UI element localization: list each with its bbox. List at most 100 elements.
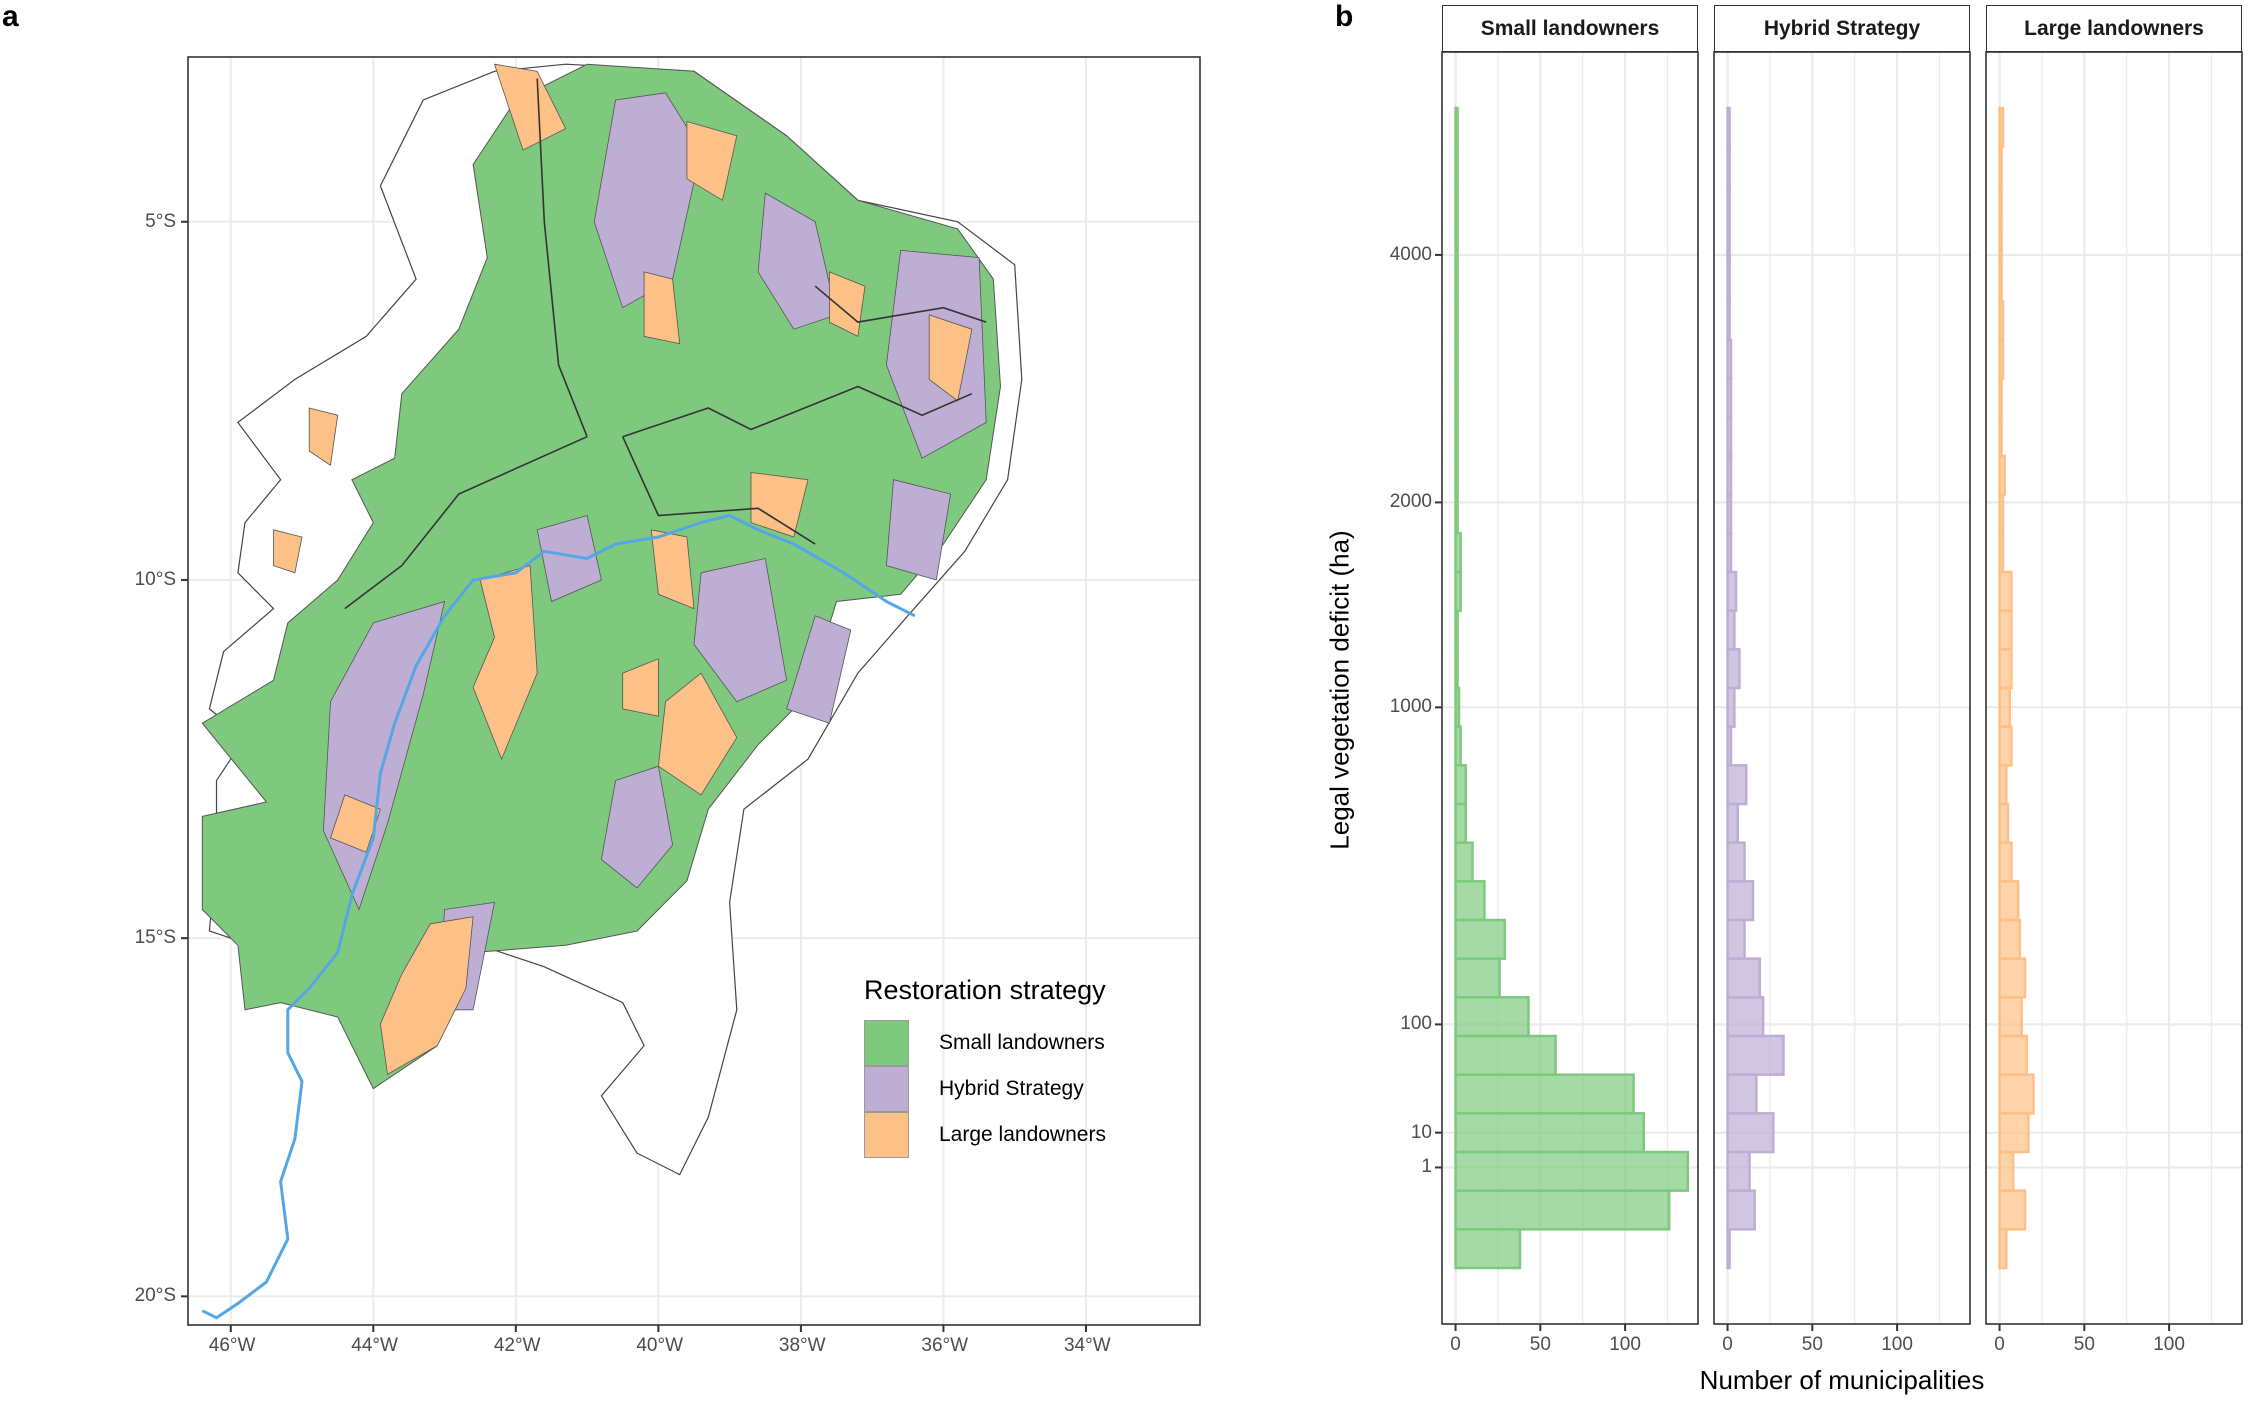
histogram-bar	[1454, 493, 1459, 535]
hybrid-strategy-area	[536, 514, 602, 603]
histogram-bar	[1726, 686, 1736, 728]
histogram-bar	[1454, 377, 1459, 419]
map-x-tick-label: 42°W	[493, 1335, 541, 1356]
hist-y-tick-label: 100	[1400, 1013, 1432, 1035]
facet-panel-hybrid	[1713, 51, 1971, 1331]
histogram-bar	[1998, 1189, 2027, 1231]
map-y-tick-label: 20°S	[134, 1285, 176, 1307]
legend-item-hybrid: Hybrid Strategy	[864, 1066, 1106, 1112]
legend-item-small: Small landowners	[864, 1020, 1106, 1066]
hist-y-tick-label: 2000	[1389, 491, 1432, 513]
legend-item-large: Large landowners	[864, 1112, 1106, 1158]
legend-swatch-small	[864, 1020, 909, 1066]
facet-panel-large	[1985, 51, 2243, 1331]
facet-strip-small: Small landowners	[1442, 5, 1698, 52]
hist-x-tick-label: 100	[1609, 1334, 1641, 1355]
hist-x-axis-title: Number of municipalities	[1699, 1365, 1985, 1395]
map-x-tick-label: 46°W	[208, 1335, 256, 1356]
map-x-tick-label: 34°W	[1063, 1335, 1111, 1356]
histogram-bar	[1454, 764, 1467, 806]
histogram-bar	[1998, 1150, 2015, 1192]
histogram-bar	[1454, 106, 1459, 148]
hist-y-tick-label: 1000	[1389, 696, 1432, 718]
histogram-bar	[1998, 764, 2008, 806]
histogram-bar	[1998, 493, 2005, 535]
histogram-bar	[1726, 222, 1731, 264]
facet-border	[1441, 51, 1699, 1325]
histogram-bar	[1998, 648, 2013, 690]
facet-strip-hybrid: Hybrid Strategy	[1714, 5, 1970, 52]
large-strategy-area	[622, 658, 659, 717]
histogram-bar	[1726, 338, 1733, 380]
histogram-bar	[1726, 880, 1755, 922]
histogram-bar	[1998, 880, 2020, 922]
histogram-bar	[1998, 802, 2010, 844]
histogram-bar	[1998, 338, 2005, 380]
map-x-tick-label: 36°W	[921, 1335, 969, 1356]
histogram-bar	[1998, 532, 2005, 574]
legend-label-large: Large landowners	[939, 1123, 1106, 1146]
histogram-bar	[1998, 1228, 2008, 1270]
facet-strip-large: Large landowners	[1986, 5, 2242, 52]
hist-x-tick-label: 100	[2153, 1334, 2185, 1355]
hist-x-tick-label: 100	[1881, 1334, 1913, 1355]
histogram-bar	[1454, 880, 1486, 922]
facet-border	[1985, 51, 2243, 1325]
large-strategy-area	[686, 120, 738, 201]
histogram-bar	[1998, 145, 2003, 187]
histogram-bar	[1998, 1112, 2030, 1154]
histogram-bar	[1726, 648, 1741, 690]
large-strategy-area	[643, 271, 681, 345]
legend-title: Restoration strategy	[864, 975, 1106, 1005]
histogram-bar	[1998, 725, 2013, 767]
histogram-bar	[1454, 1189, 1671, 1231]
hist-x-tick-label: 50	[1801, 1334, 1823, 1355]
hist-y-axis-title: Legal vegetation deficit (ha)	[1324, 530, 1355, 850]
large-strategy-area	[308, 407, 339, 466]
histogram-bar	[1726, 764, 1748, 806]
histogram-bar	[1998, 570, 2013, 612]
hist-x-tick-label: 50	[1529, 1334, 1551, 1355]
histogram-bar	[1454, 996, 1530, 1038]
histogram-bar	[1998, 609, 2013, 651]
hybrid-strategy-area	[693, 558, 788, 703]
histogram-bar	[1726, 1150, 1751, 1192]
map-legend: Restoration strategy Small landowners Hy…	[864, 975, 1106, 1158]
hist-x-tick-label: 0	[1450, 1334, 1461, 1355]
legend-swatch-large	[864, 1112, 909, 1158]
map-y-tick-label: 15°S	[134, 927, 176, 949]
hist-x-tick-label: 50	[2073, 1334, 2095, 1355]
large-strategy-area	[928, 314, 973, 402]
histogram-bar	[1454, 686, 1461, 728]
histogram-bar	[1726, 725, 1733, 767]
histogram-bar	[1726, 300, 1731, 342]
histogram-bar	[1998, 106, 2005, 148]
histogram-bar	[1726, 918, 1746, 960]
histogram-bar	[1726, 377, 1733, 419]
histogram-bar	[1454, 1034, 1557, 1076]
histogram-bar	[1998, 841, 2013, 883]
large-strategy-area	[472, 565, 538, 761]
large-strategy-area	[650, 529, 695, 610]
histogram-bar	[1998, 918, 2022, 960]
histogram-bar	[1454, 532, 1462, 574]
histogram-bar	[1454, 841, 1474, 883]
histogram-bar	[1454, 570, 1462, 612]
histogram-bar	[1998, 416, 2003, 458]
histogram-bar	[1998, 300, 2005, 342]
histogram-bar	[1454, 802, 1467, 844]
sao-francisco-river	[201, 513, 916, 1320]
histogram-bar	[1998, 996, 2023, 1038]
map-x-tick-label: 38°W	[778, 1335, 826, 1356]
legend-label-hybrid: Hybrid Strategy	[939, 1077, 1084, 1100]
histogram-bar	[1454, 454, 1459, 496]
histogram-bar	[1454, 222, 1459, 264]
histogram-bar	[1454, 1228, 1522, 1270]
facet-panel-small	[1441, 51, 1699, 1331]
histogram-bar	[1726, 802, 1739, 844]
large-strategy-area	[330, 794, 381, 853]
histogram-bar	[1726, 996, 1765, 1038]
histogram-bar	[1998, 1073, 2035, 1115]
histogram-bar	[1726, 184, 1731, 226]
